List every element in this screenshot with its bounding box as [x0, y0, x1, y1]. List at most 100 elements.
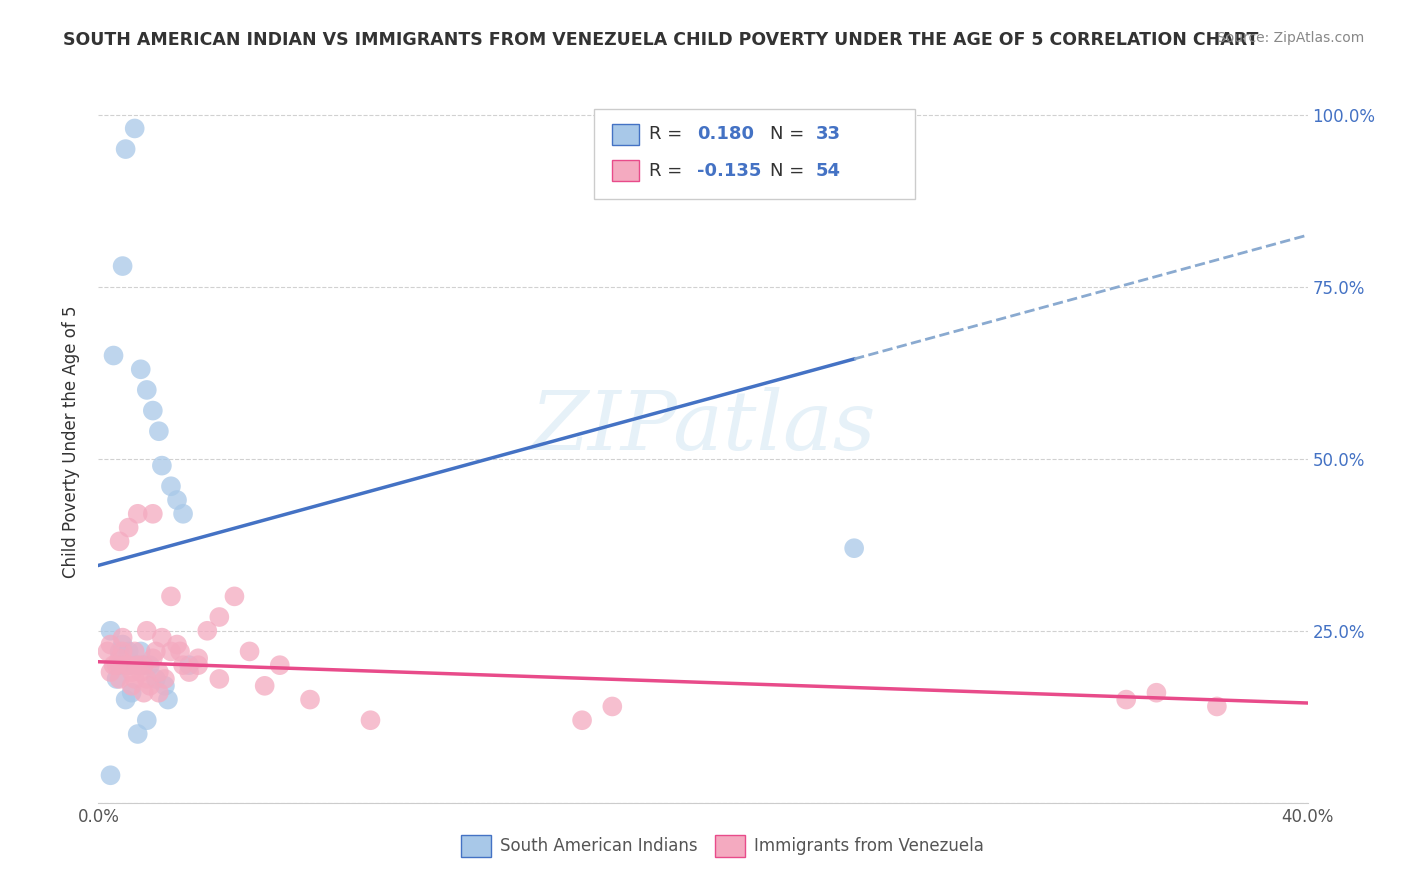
Point — [129, 665, 152, 679]
Point — [156, 692, 179, 706]
Point — [111, 631, 134, 645]
Point — [118, 658, 141, 673]
Point — [114, 142, 136, 156]
Text: South American Indians: South American Indians — [501, 838, 697, 855]
Text: 33: 33 — [815, 126, 841, 144]
Y-axis label: Child Poverty Under the Age of 5: Child Poverty Under the Age of 5 — [62, 305, 80, 578]
Point — [187, 651, 209, 665]
Point — [844, 541, 866, 556]
Point — [132, 658, 155, 673]
Point — [145, 644, 167, 658]
FancyBboxPatch shape — [613, 124, 638, 145]
Text: R =: R = — [648, 126, 688, 144]
Point — [127, 658, 149, 673]
Text: Immigrants from Venezuela: Immigrants from Venezuela — [754, 838, 984, 855]
Point — [108, 658, 131, 673]
Point — [103, 658, 125, 673]
Point — [118, 520, 141, 534]
Point — [139, 679, 162, 693]
Point — [142, 507, 165, 521]
Point — [148, 686, 170, 700]
Point — [100, 665, 122, 679]
Point — [108, 534, 131, 549]
Point — [118, 658, 141, 673]
Point — [105, 658, 128, 673]
Point — [129, 644, 152, 658]
Point — [169, 644, 191, 658]
Point — [142, 651, 165, 665]
Point — [269, 658, 291, 673]
Text: 0.180: 0.180 — [697, 126, 754, 144]
Point — [166, 493, 188, 508]
Point — [145, 672, 167, 686]
Point — [114, 692, 136, 706]
Point — [111, 644, 134, 658]
Point — [1144, 686, 1167, 700]
Point — [132, 686, 155, 700]
Point — [239, 644, 262, 658]
Point — [100, 638, 122, 652]
Point — [153, 672, 176, 686]
Text: N =: N = — [769, 161, 810, 179]
Text: -0.135: -0.135 — [697, 161, 761, 179]
Point — [150, 631, 173, 645]
Point — [96, 644, 118, 658]
Point — [124, 644, 146, 658]
Point — [105, 672, 128, 686]
Point — [111, 638, 134, 652]
Point — [172, 507, 194, 521]
Point — [1115, 692, 1137, 706]
Text: SOUTH AMERICAN INDIAN VS IMMIGRANTS FROM VENEZUELA CHILD POVERTY UNDER THE AGE O: SOUTH AMERICAN INDIAN VS IMMIGRANTS FROM… — [63, 31, 1258, 49]
Point — [208, 672, 231, 686]
Point — [121, 686, 143, 700]
Point — [108, 644, 131, 658]
Text: 54: 54 — [815, 161, 841, 179]
FancyBboxPatch shape — [613, 161, 638, 181]
Point — [100, 768, 122, 782]
Point — [135, 624, 157, 638]
Point — [299, 692, 322, 706]
Point — [179, 665, 201, 679]
Point — [602, 699, 624, 714]
Text: ZIPatlas: ZIPatlas — [530, 387, 876, 467]
Point — [571, 713, 593, 727]
FancyBboxPatch shape — [716, 835, 745, 857]
Point — [160, 590, 183, 604]
Point — [121, 665, 143, 679]
Point — [195, 624, 218, 638]
Point — [150, 458, 173, 473]
Point — [118, 644, 141, 658]
Point — [208, 610, 231, 624]
FancyBboxPatch shape — [461, 835, 492, 857]
Point — [127, 507, 149, 521]
Point — [135, 713, 157, 727]
Point — [187, 658, 209, 673]
Point — [108, 651, 131, 665]
Point — [148, 665, 170, 679]
Point — [253, 679, 276, 693]
Point — [360, 713, 382, 727]
Point — [139, 658, 162, 673]
Point — [172, 658, 194, 673]
Text: Source: ZipAtlas.com: Source: ZipAtlas.com — [1216, 31, 1364, 45]
Point — [132, 658, 155, 673]
Point — [114, 658, 136, 673]
Point — [127, 727, 149, 741]
Point — [142, 403, 165, 417]
Point — [153, 679, 176, 693]
Point — [129, 362, 152, 376]
Point — [108, 672, 131, 686]
Point — [127, 658, 149, 673]
Point — [111, 259, 134, 273]
Point — [160, 479, 183, 493]
Point — [160, 644, 183, 658]
Text: R =: R = — [648, 161, 688, 179]
Point — [166, 638, 188, 652]
Point — [124, 121, 146, 136]
Point — [135, 672, 157, 686]
Point — [135, 383, 157, 397]
Point — [121, 679, 143, 693]
Point — [103, 349, 125, 363]
Point — [100, 624, 122, 638]
Point — [1206, 699, 1229, 714]
